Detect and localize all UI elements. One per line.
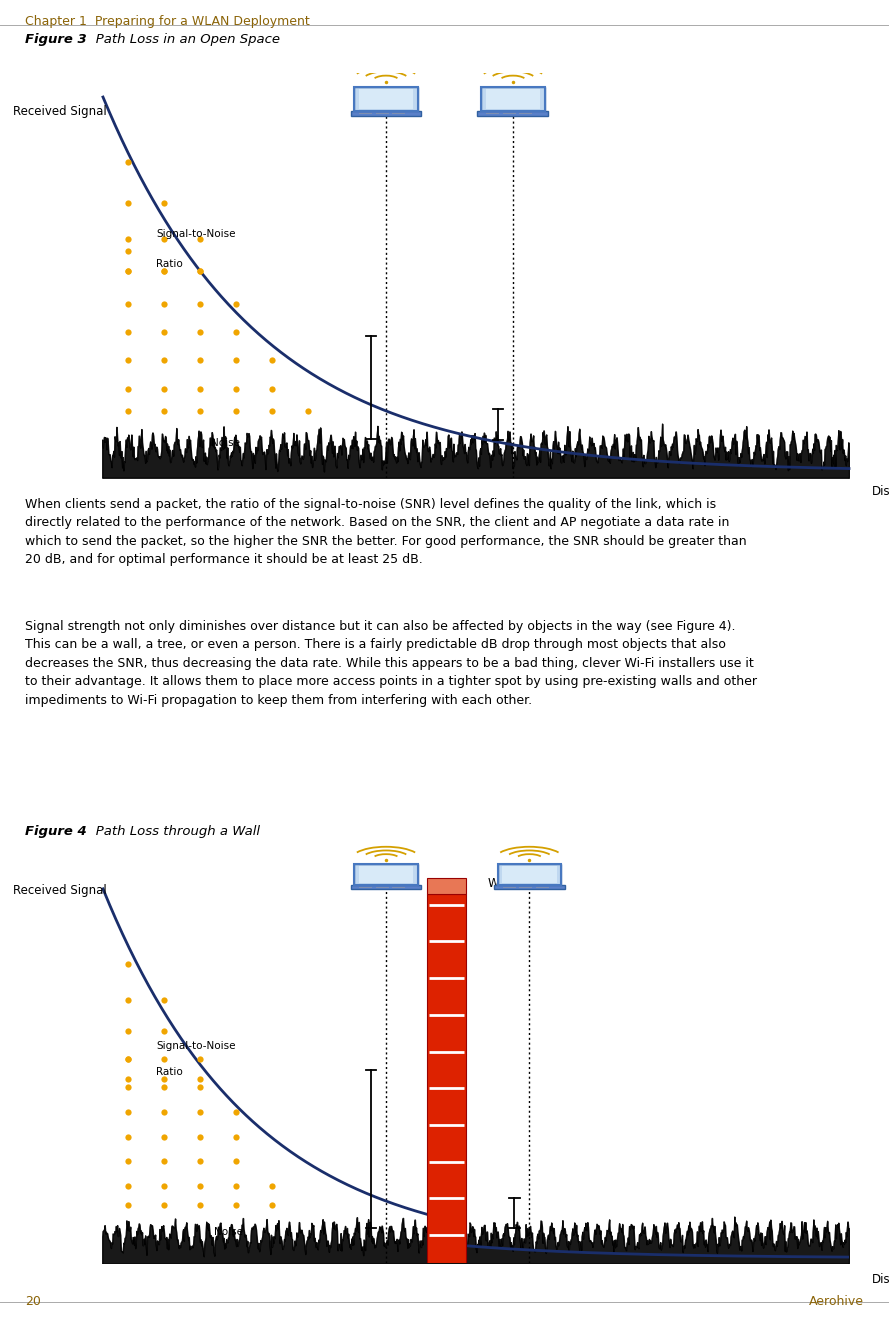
FancyBboxPatch shape: [0, 115, 62, 153]
Bar: [350, 111, 421, 115]
Text: Received Signal: Received Signal: [12, 884, 107, 897]
Bar: [354, 864, 418, 885]
Text: Chapter 1  Preparing for a WLAN Deployment: Chapter 1 Preparing for a WLAN Deploymen…: [25, 15, 309, 28]
Text: Path Loss in an Open Space: Path Loss in an Open Space: [83, 33, 280, 46]
Text: Ratio: Ratio: [156, 259, 183, 269]
Text: Signal-to-Noise: Signal-to-Noise: [156, 1040, 236, 1051]
Text: Noise: Noise: [214, 1226, 244, 1237]
Text: Distance: Distance: [871, 1273, 889, 1286]
Text: Figure 3: Figure 3: [25, 33, 86, 46]
Bar: [502, 867, 557, 882]
Bar: [354, 86, 418, 111]
Bar: [359, 89, 413, 109]
Text: Aerohive: Aerohive: [809, 1295, 864, 1308]
Wedge shape: [41, 141, 62, 153]
Text: Path Loss through a Wall: Path Loss through a Wall: [83, 825, 260, 839]
Bar: [354, 864, 418, 885]
Text: Received Signal: Received Signal: [12, 105, 107, 118]
Bar: [427, 894, 466, 1263]
Text: Ratio: Ratio: [156, 1067, 183, 1078]
Wedge shape: [41, 910, 62, 921]
Bar: [359, 867, 413, 882]
Bar: [427, 878, 466, 894]
Text: 20: 20: [25, 1295, 41, 1308]
Bar: [481, 86, 545, 111]
Bar: [354, 86, 418, 111]
Text: Noise: Noise: [211, 438, 239, 449]
Bar: [350, 885, 421, 889]
Text: Distance: Distance: [871, 486, 889, 499]
Bar: [498, 864, 561, 885]
Text: Figure 4: Figure 4: [25, 825, 86, 839]
Text: Signal strength not only diminishes over distance but it can also be affected by: Signal strength not only diminishes over…: [25, 620, 677, 633]
Bar: [498, 864, 561, 885]
Text: Signal-to-Noise: Signal-to-Noise: [156, 230, 236, 239]
Text: Wall: Wall: [487, 877, 512, 890]
Bar: [485, 89, 541, 109]
Bar: [481, 86, 545, 111]
Text: Signal strength not only diminishes over distance but it can also be affected by: Signal strength not only diminishes over…: [25, 620, 757, 707]
Text: When clients send a packet, the ratio of the signal-to-noise (SNR) level defines: When clients send a packet, the ratio of…: [25, 498, 747, 567]
FancyBboxPatch shape: [0, 889, 62, 921]
Bar: [477, 111, 549, 115]
Bar: [494, 885, 565, 889]
